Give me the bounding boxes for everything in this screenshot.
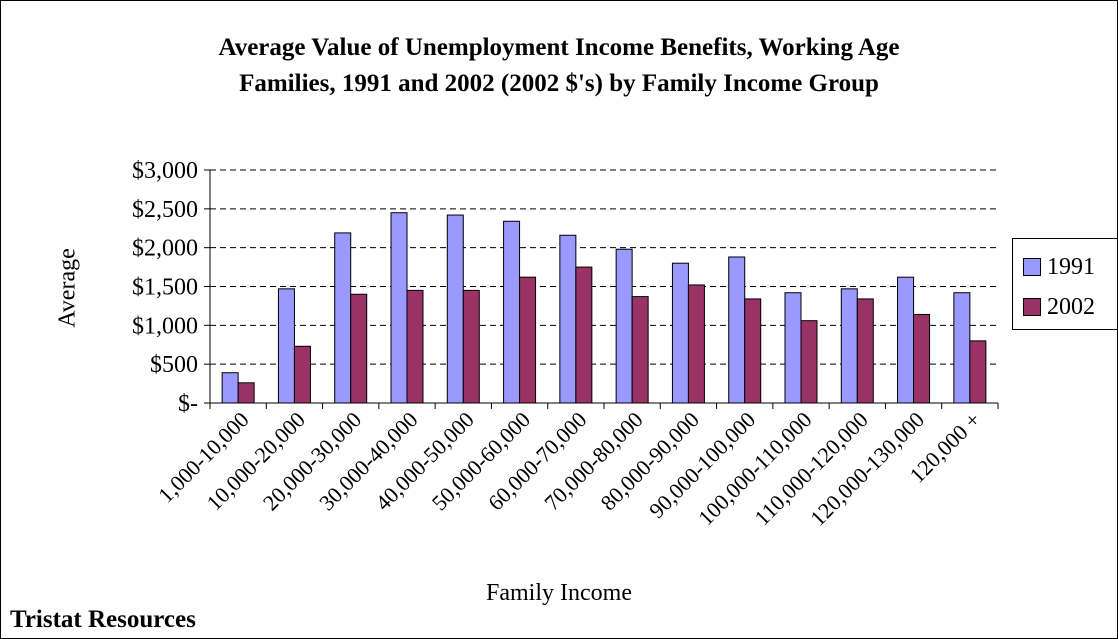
bar-1991 [334, 232, 352, 404]
y-tick-label: $2,000 [132, 236, 198, 262]
bar-2002 [519, 276, 537, 404]
legend-swatch-2002 [1023, 298, 1041, 316]
bar-2002 [744, 298, 762, 404]
legend: 1991 2002 [1012, 238, 1118, 330]
bar-1991 [390, 212, 408, 404]
chart-title: Average Value of Unemployment Income Ben… [0, 30, 1118, 102]
bar-1991 [784, 292, 802, 404]
legend-item-2002: 2002 [1023, 293, 1095, 320]
legend-label-2002: 2002 [1047, 293, 1095, 320]
y-tick-label: $2,500 [132, 197, 198, 223]
bar-1991 [840, 288, 858, 404]
bar-2002 [631, 296, 649, 404]
bar-2002 [350, 293, 368, 404]
x-axis-label: Family Income [486, 580, 632, 606]
bar-1991 [728, 256, 746, 404]
bar-2002 [856, 298, 874, 404]
bar-2002 [293, 345, 311, 404]
bar-1991 [615, 248, 633, 404]
bar-1991 [503, 220, 521, 404]
chart-title-line2: Families, 1991 and 2002 (2002 $'s) by Fa… [239, 70, 879, 97]
bar-1991 [559, 234, 577, 404]
bar-1991 [897, 276, 915, 404]
bar-1991 [953, 292, 971, 404]
legend-label-1991: 1991 [1047, 253, 1095, 280]
legend-swatch-1991 [1023, 258, 1041, 276]
bar-2002 [462, 289, 480, 404]
bar-2002 [575, 266, 593, 404]
bar-2002 [969, 340, 987, 404]
bar-2002 [687, 284, 705, 404]
bar-1991 [671, 262, 689, 404]
bar-2002 [800, 320, 818, 404]
y-tick-label: $1,500 [132, 275, 198, 301]
y-tick-label: $500 [150, 352, 198, 378]
bar-1991 [277, 288, 295, 404]
bar-1991 [221, 372, 239, 404]
chart-title-line1: Average Value of Unemployment Income Ben… [218, 34, 900, 61]
source-label: Tristat Resources [10, 606, 196, 633]
bar-2002 [913, 313, 931, 404]
bar-2002 [237, 382, 255, 404]
y-tick-label: $- [178, 391, 198, 417]
legend-item-1991: 1991 [1023, 253, 1095, 280]
bar-1991 [446, 214, 464, 404]
y-tick-label: $1,000 [132, 313, 198, 339]
y-tick-label: $3,000 [132, 158, 198, 184]
y-axis-label: Average [54, 248, 81, 328]
bar-2002 [406, 289, 424, 404]
